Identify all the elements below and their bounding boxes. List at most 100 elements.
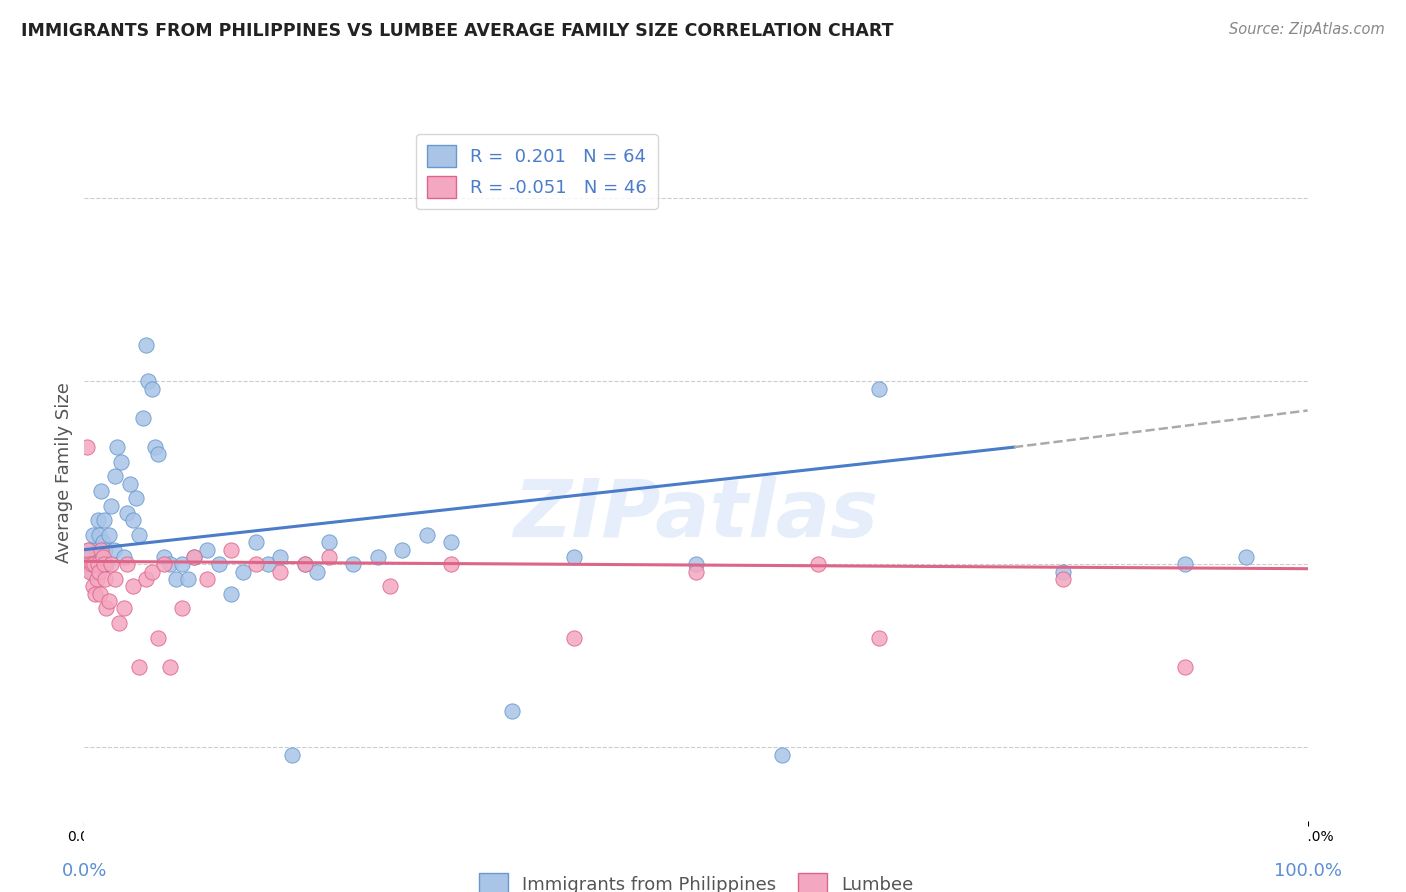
Point xyxy=(685,565,707,579)
Point xyxy=(501,704,523,718)
Point xyxy=(84,586,107,600)
Point xyxy=(86,572,108,586)
Point xyxy=(110,455,132,469)
Point xyxy=(96,558,118,572)
Point xyxy=(294,558,316,572)
Point xyxy=(1174,558,1197,572)
Point xyxy=(83,558,105,572)
Point xyxy=(269,549,291,564)
Point xyxy=(269,565,291,579)
Point xyxy=(1174,660,1197,674)
Point xyxy=(391,542,413,557)
Point xyxy=(146,447,169,461)
Point xyxy=(165,572,187,586)
Point xyxy=(79,565,101,579)
Point xyxy=(1052,572,1074,586)
Point xyxy=(294,558,316,572)
Point xyxy=(685,558,707,572)
Point xyxy=(132,410,155,425)
Point xyxy=(91,549,114,564)
Point xyxy=(93,558,115,572)
Point xyxy=(245,535,267,549)
Point xyxy=(869,631,891,645)
Point xyxy=(562,549,585,564)
Point xyxy=(100,499,122,513)
Point xyxy=(128,528,150,542)
Point xyxy=(219,586,242,600)
Point xyxy=(115,506,138,520)
Point xyxy=(318,549,340,564)
Legend: Immigrants from Philippines, Lumbee: Immigrants from Philippines, Lumbee xyxy=(471,865,921,892)
Point xyxy=(82,579,104,593)
Point xyxy=(77,542,100,557)
Point xyxy=(122,579,145,593)
Point xyxy=(183,549,205,564)
Point xyxy=(82,528,104,542)
Point xyxy=(93,513,115,527)
Point xyxy=(80,558,103,572)
Point xyxy=(208,558,231,572)
Point xyxy=(153,558,176,572)
Point xyxy=(257,558,280,572)
Point xyxy=(112,601,135,615)
Point xyxy=(89,558,111,572)
Point xyxy=(97,528,120,542)
Point xyxy=(94,572,117,586)
Point xyxy=(1234,549,1257,564)
Point xyxy=(562,631,585,645)
Point xyxy=(77,558,100,572)
Point xyxy=(91,535,114,549)
Point xyxy=(232,565,254,579)
Point xyxy=(122,513,145,527)
Point xyxy=(195,572,218,586)
Point xyxy=(80,565,103,579)
Point xyxy=(112,549,135,564)
Point xyxy=(440,558,463,572)
Point xyxy=(281,747,304,762)
Point xyxy=(172,558,194,572)
Point xyxy=(1052,565,1074,579)
Point xyxy=(100,558,122,572)
Point xyxy=(90,542,112,557)
Point xyxy=(83,558,105,572)
Point xyxy=(305,565,328,579)
Point xyxy=(183,549,205,564)
Point xyxy=(77,558,100,572)
Text: ZIPatlas: ZIPatlas xyxy=(513,475,879,554)
Point xyxy=(141,565,163,579)
Point xyxy=(195,542,218,557)
Point xyxy=(87,528,110,542)
Text: Source: ZipAtlas.com: Source: ZipAtlas.com xyxy=(1229,22,1385,37)
Point xyxy=(367,549,389,564)
Point xyxy=(94,542,117,557)
Point xyxy=(97,594,120,608)
Point xyxy=(869,382,891,396)
Point xyxy=(143,440,166,454)
Point xyxy=(219,542,242,557)
Point xyxy=(380,579,402,593)
Point xyxy=(118,476,141,491)
Point xyxy=(440,535,463,549)
Point xyxy=(153,549,176,564)
Point xyxy=(77,542,100,557)
Point xyxy=(159,558,181,572)
Point xyxy=(104,572,127,586)
Point xyxy=(172,601,194,615)
Point xyxy=(136,374,159,388)
Point xyxy=(104,469,127,483)
Point xyxy=(141,382,163,396)
Point xyxy=(87,558,110,572)
Point xyxy=(770,747,793,762)
Point xyxy=(87,565,110,579)
Point xyxy=(807,558,830,572)
Point xyxy=(146,631,169,645)
Point xyxy=(103,542,125,557)
Point xyxy=(159,660,181,674)
Point xyxy=(128,660,150,674)
Point xyxy=(86,542,108,557)
Point xyxy=(107,615,129,630)
Y-axis label: Average Family Size: Average Family Size xyxy=(55,383,73,563)
Point xyxy=(135,337,157,351)
Point xyxy=(416,528,439,542)
Point xyxy=(245,558,267,572)
